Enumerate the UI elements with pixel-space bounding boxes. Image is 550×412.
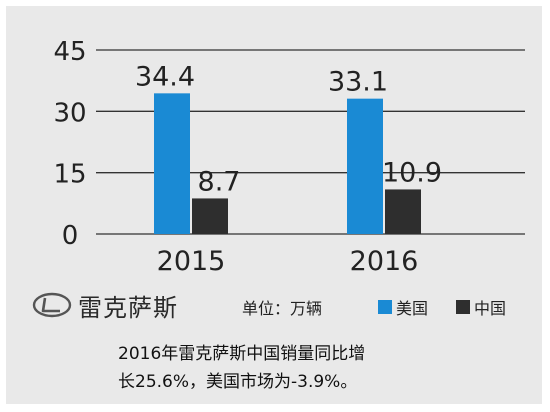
- chart-panel: [6, 6, 542, 404]
- caption-line-1: 2016年雷克萨斯中国销量同比增: [118, 344, 366, 364]
- x-tick-label-2015: 2015: [157, 246, 226, 277]
- caption-line-2: 长25.6%，美国市场为-3.9%。: [118, 372, 358, 392]
- legend-swatch-china: [456, 300, 470, 314]
- caption: 2016年雷克萨斯中国销量同比增 长25.6%，美国市场为-3.9%。: [118, 340, 448, 396]
- y-tick-label: 45: [53, 37, 86, 67]
- legend-label-china: 中国: [474, 299, 507, 318]
- bar-2016-china: [385, 189, 421, 234]
- x-axis-ticks: 2015 2016: [157, 246, 419, 277]
- bar-2015-china: [192, 198, 228, 234]
- bar-2016-usa: [347, 98, 383, 234]
- brand-name: 雷克萨斯: [78, 293, 178, 322]
- bar-2015-usa: [154, 93, 190, 234]
- legend-item-china: 中国: [456, 295, 506, 319]
- data-label-2016-china: 10.9: [382, 157, 442, 188]
- unit-label: 单位：万辆: [242, 299, 323, 318]
- data-label-2015-usa: 34.4: [135, 61, 195, 92]
- x-tick-label-2016: 2016: [350, 246, 419, 277]
- data-label-2015-china: 8.7: [198, 166, 241, 197]
- y-tick-label: 15: [53, 160, 86, 190]
- legend-swatch-usa: [378, 300, 392, 314]
- lexus-logo-icon: [32, 292, 72, 318]
- legend-row: 雷克萨斯 单位：万辆 美国 中国: [0, 288, 550, 322]
- legend-item-usa: 美国: [378, 295, 428, 319]
- brand: 雷克萨斯: [32, 288, 178, 322]
- y-axis-ticks: 0 15 30 45: [53, 37, 86, 251]
- y-tick-label: 30: [53, 98, 86, 128]
- y-tick-label: 0: [62, 221, 79, 251]
- bars: [154, 93, 421, 234]
- data-label-2016-usa: 33.1: [328, 67, 388, 98]
- legend-label-usa: 美国: [396, 299, 429, 318]
- data-labels: 34.4 8.7 33.1 10.9: [135, 61, 442, 197]
